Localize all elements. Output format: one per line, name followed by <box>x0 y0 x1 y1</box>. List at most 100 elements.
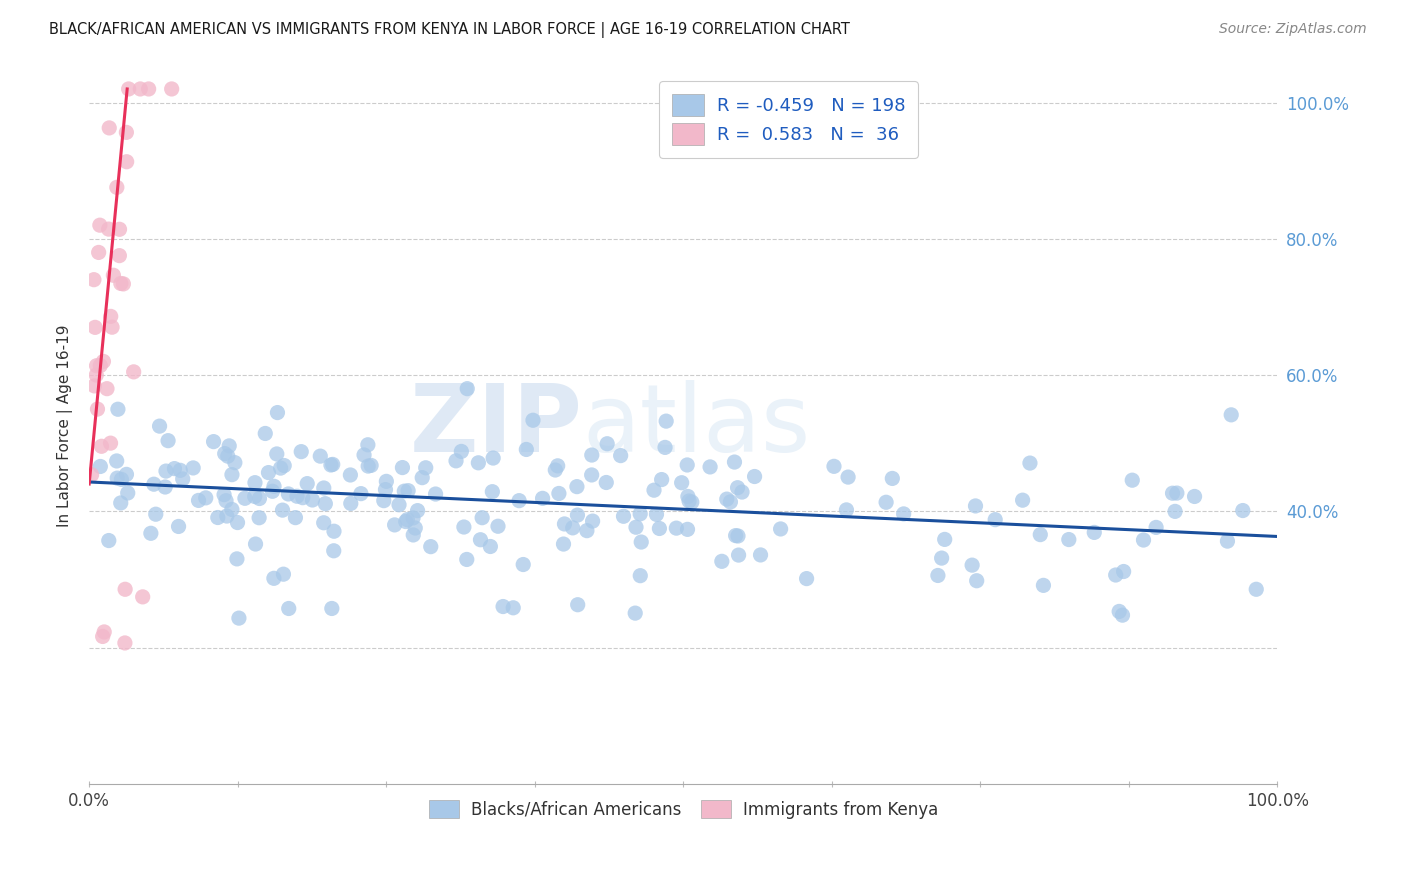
Point <box>835 503 858 517</box>
Point <box>553 516 575 531</box>
Point <box>596 436 619 450</box>
Point <box>115 467 138 482</box>
Point <box>931 551 953 566</box>
Text: BLACK/AFRICAN AMERICAN VS IMMIGRANTS FROM KENYA IN LABOR FORCE | AGE 16-19 CORRE: BLACK/AFRICAN AMERICAN VS IMMIGRANTS FRO… <box>49 22 851 38</box>
Point <box>91 630 114 644</box>
Point <box>655 414 678 428</box>
Point <box>214 447 236 461</box>
Point <box>83 273 105 287</box>
Point <box>508 493 530 508</box>
Point <box>105 471 128 485</box>
Point <box>97 533 120 548</box>
Point <box>471 510 494 524</box>
Point <box>270 461 292 475</box>
Point <box>285 489 308 503</box>
Point <box>89 359 111 373</box>
Point <box>167 519 190 533</box>
Point <box>86 359 108 373</box>
Point <box>277 601 299 615</box>
Point <box>309 449 332 463</box>
Point <box>89 459 111 474</box>
Point <box>266 447 288 461</box>
Point <box>202 434 225 449</box>
Point <box>384 517 406 532</box>
Point <box>100 436 122 450</box>
Point <box>565 480 588 494</box>
Point <box>129 82 152 96</box>
Point <box>1184 490 1206 504</box>
Point <box>492 599 515 614</box>
Point <box>628 568 651 582</box>
Point <box>84 320 107 334</box>
Point <box>396 513 419 527</box>
Point <box>1019 456 1042 470</box>
Point <box>415 460 437 475</box>
Point <box>515 442 537 457</box>
Point <box>450 444 472 458</box>
Point <box>612 509 634 524</box>
Point <box>984 513 1007 527</box>
Point <box>965 499 987 513</box>
Point <box>257 466 280 480</box>
Point <box>215 509 238 524</box>
Point <box>110 277 132 291</box>
Point <box>1121 473 1143 487</box>
Point <box>301 493 323 508</box>
Point <box>425 487 447 501</box>
Y-axis label: In Labor Force | Age 16-19: In Labor Force | Age 16-19 <box>58 325 73 527</box>
Point <box>90 439 112 453</box>
Point <box>581 467 603 482</box>
Point <box>1244 582 1267 597</box>
Point <box>89 218 111 232</box>
Point <box>581 514 603 528</box>
Point <box>194 491 217 505</box>
Point <box>284 510 307 524</box>
Point <box>934 533 956 547</box>
Point <box>394 484 416 499</box>
Point <box>97 222 120 236</box>
Point <box>114 582 136 597</box>
Point <box>249 491 271 506</box>
Point <box>651 473 673 487</box>
Point <box>727 548 749 562</box>
Point <box>395 515 418 529</box>
Point <box>1032 578 1054 592</box>
Point <box>567 508 589 522</box>
Point <box>115 154 138 169</box>
Point <box>319 458 342 472</box>
Point <box>83 379 105 393</box>
Point <box>322 543 344 558</box>
Point <box>678 494 700 508</box>
Point <box>243 490 266 504</box>
Point <box>103 268 125 283</box>
Point <box>80 467 103 482</box>
Point <box>84 368 107 382</box>
Point <box>648 521 671 535</box>
Point <box>553 537 575 551</box>
Point <box>86 402 108 417</box>
Point <box>226 552 249 566</box>
Point <box>271 503 294 517</box>
Point <box>716 492 738 507</box>
Point <box>671 475 693 490</box>
Point <box>273 567 295 582</box>
Point <box>212 488 235 502</box>
Point <box>360 458 382 473</box>
Point <box>882 471 904 485</box>
Point <box>630 535 652 549</box>
Point <box>966 574 988 588</box>
Point <box>419 540 441 554</box>
Point <box>98 120 121 135</box>
Point <box>710 554 733 568</box>
Point <box>172 472 194 486</box>
Point <box>243 475 266 490</box>
Point <box>486 519 509 533</box>
Point <box>114 636 136 650</box>
Point <box>391 460 413 475</box>
Point <box>1112 565 1135 579</box>
Point <box>163 461 186 475</box>
Point <box>411 470 433 484</box>
Point <box>561 521 583 535</box>
Point <box>624 520 647 534</box>
Point <box>138 82 160 96</box>
